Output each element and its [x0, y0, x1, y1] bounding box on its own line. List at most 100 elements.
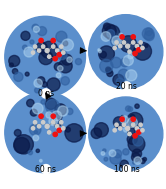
Circle shape — [57, 128, 61, 132]
Circle shape — [65, 124, 83, 142]
Circle shape — [128, 50, 131, 53]
Circle shape — [52, 111, 62, 121]
Circle shape — [9, 63, 13, 67]
Text: 0 ns: 0 ns — [38, 89, 54, 98]
Circle shape — [122, 165, 131, 174]
Circle shape — [49, 117, 57, 125]
Circle shape — [31, 127, 35, 130]
Circle shape — [128, 136, 145, 153]
Circle shape — [125, 106, 131, 111]
Circle shape — [122, 82, 131, 90]
Circle shape — [130, 52, 133, 56]
Circle shape — [123, 55, 133, 66]
Circle shape — [45, 98, 56, 109]
Circle shape — [121, 58, 129, 67]
Circle shape — [142, 28, 154, 40]
Circle shape — [135, 127, 139, 130]
Circle shape — [113, 46, 116, 50]
Circle shape — [56, 125, 59, 128]
Circle shape — [14, 135, 33, 154]
Circle shape — [21, 31, 30, 40]
Circle shape — [113, 117, 124, 128]
Circle shape — [145, 44, 148, 47]
Circle shape — [115, 41, 118, 44]
Circle shape — [100, 59, 113, 73]
Circle shape — [133, 161, 136, 164]
Circle shape — [118, 69, 129, 80]
Circle shape — [139, 123, 142, 126]
Circle shape — [132, 123, 135, 126]
Circle shape — [57, 53, 61, 57]
Circle shape — [94, 123, 108, 137]
Circle shape — [36, 149, 40, 153]
Circle shape — [141, 129, 144, 132]
Circle shape — [132, 41, 135, 44]
Circle shape — [62, 51, 65, 54]
Circle shape — [131, 153, 140, 162]
Circle shape — [122, 41, 126, 44]
Circle shape — [52, 45, 55, 48]
Circle shape — [5, 92, 85, 173]
Circle shape — [42, 121, 45, 124]
Circle shape — [42, 82, 47, 87]
Circle shape — [34, 79, 42, 87]
Circle shape — [109, 150, 116, 156]
Circle shape — [59, 59, 72, 73]
Circle shape — [128, 132, 131, 136]
Circle shape — [36, 42, 47, 53]
Circle shape — [62, 54, 72, 65]
Circle shape — [45, 49, 49, 53]
Circle shape — [132, 149, 142, 158]
Circle shape — [38, 125, 41, 128]
Circle shape — [103, 149, 106, 152]
Circle shape — [119, 44, 122, 48]
Circle shape — [32, 103, 43, 114]
Circle shape — [58, 106, 68, 116]
Circle shape — [120, 117, 124, 121]
Circle shape — [113, 150, 122, 158]
Circle shape — [45, 124, 49, 128]
Circle shape — [14, 129, 21, 136]
Circle shape — [14, 72, 23, 81]
Circle shape — [31, 51, 35, 54]
Circle shape — [106, 67, 111, 72]
Circle shape — [33, 135, 39, 141]
Circle shape — [128, 53, 133, 59]
Circle shape — [60, 121, 63, 124]
Circle shape — [39, 51, 53, 65]
Circle shape — [141, 46, 144, 50]
Circle shape — [46, 100, 60, 113]
Circle shape — [55, 120, 59, 124]
Circle shape — [47, 55, 51, 58]
Circle shape — [126, 126, 130, 130]
Circle shape — [128, 107, 133, 112]
Circle shape — [47, 78, 60, 91]
Circle shape — [62, 127, 65, 130]
Circle shape — [128, 128, 135, 135]
Circle shape — [61, 77, 69, 85]
Circle shape — [120, 160, 128, 169]
Circle shape — [89, 97, 163, 171]
Circle shape — [113, 74, 124, 85]
Circle shape — [145, 28, 152, 36]
Circle shape — [30, 124, 41, 136]
Circle shape — [37, 77, 45, 84]
Circle shape — [122, 123, 126, 126]
Circle shape — [54, 63, 62, 71]
Circle shape — [5, 16, 85, 97]
Circle shape — [135, 104, 139, 108]
Circle shape — [144, 31, 154, 41]
Circle shape — [63, 41, 68, 46]
Circle shape — [126, 70, 137, 81]
Circle shape — [35, 88, 40, 93]
Circle shape — [9, 55, 20, 66]
Circle shape — [75, 58, 82, 65]
Circle shape — [27, 99, 34, 107]
Circle shape — [133, 134, 137, 138]
Circle shape — [24, 47, 34, 57]
Circle shape — [33, 121, 37, 124]
Circle shape — [124, 127, 128, 132]
Circle shape — [30, 40, 34, 44]
Circle shape — [137, 130, 141, 134]
Circle shape — [51, 38, 55, 43]
